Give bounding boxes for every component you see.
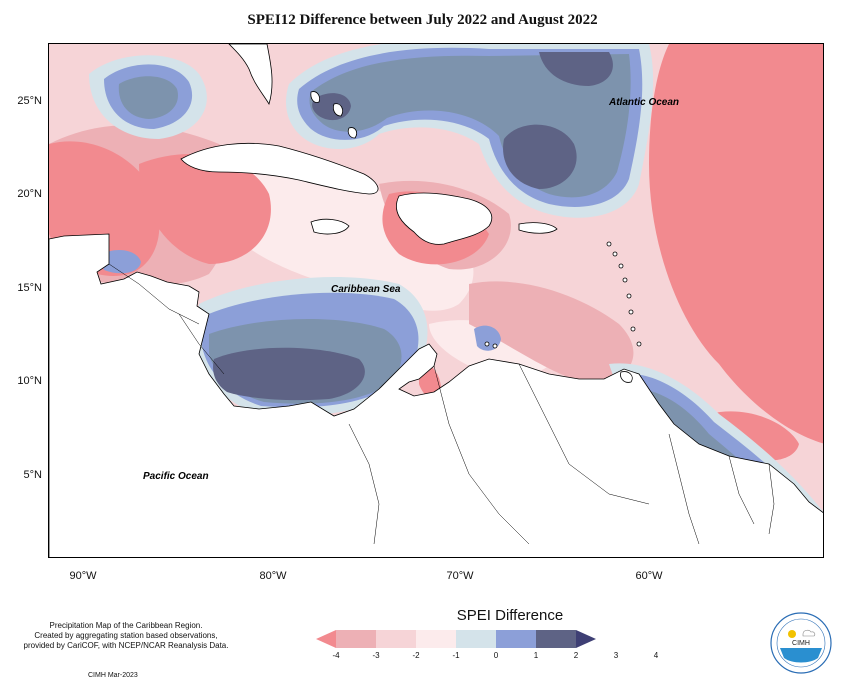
contour-dark [503,124,577,189]
legend-bin [376,630,416,648]
legend-bin-arrow-high [576,630,596,648]
lon-tick-90w: 90°W [69,570,97,582]
florida [228,44,273,105]
cloud-icon [802,629,816,637]
legend-tick-label: -4 [332,651,340,660]
puerto-rico [518,222,558,234]
contour-blue [99,250,141,274]
antilles-island [612,251,618,257]
legend-tick-label: 2 [573,651,579,660]
credit-text: CIMH Mar-2023 [88,672,138,679]
antilles-island [626,293,632,299]
logo-text: CIMH [792,640,810,647]
contour-strong-pink [139,154,271,264]
cimh-logo: CIMH [770,612,832,674]
lat-tick-5n: 5°N [23,469,42,481]
note-line-3: provided by CariCOF, with NCEP/NCAR Rean… [23,641,229,650]
abc-island [484,341,490,347]
landmasses [49,44,823,557]
bahamas-island [333,103,343,117]
water-icon [780,648,822,663]
contour-dark [539,52,613,86]
lon-tick-70w: 70°W [446,570,474,582]
jamaica [310,218,350,235]
note-line-2: Created by aggregating station based obs… [34,631,218,640]
legend-tick-label: 3 [613,651,619,660]
legend-tick-label: 0 [493,651,499,660]
abc-island [492,343,498,349]
pacific-ocean-label: Pacific Ocean [143,471,209,482]
contour-dark [213,347,365,401]
bahamas-island [310,91,320,103]
legend-bins [316,630,596,648]
legend-tick-label: -3 [372,651,380,660]
color-legend [316,630,596,648]
lat-tick-25n: 25°N [17,95,42,107]
central-and-south-america [49,233,823,557]
legend-bin [336,630,376,648]
cuba [180,142,379,195]
caribbean-sea-label: Caribbean Sea [331,284,401,295]
legend-tick-label: 4 [653,651,659,660]
trinidad [620,371,633,383]
legend-bin-arrow-low [316,630,336,648]
bahamas-island [347,127,357,139]
legend-tick-label: 1 [533,651,539,660]
antilles-island [622,277,628,283]
legend-bin [416,630,456,648]
contour-slate [118,76,178,119]
lat-tick-20n: 20°N [17,188,42,200]
map-panel: Atlantic Ocean Caribbean Sea Pacific Oce… [48,43,824,558]
contour-medium-pink [469,281,634,384]
legend-bin [536,630,576,648]
antilles-island [618,263,624,269]
map-description-note: Precipitation Map of the Caribbean Regio… [6,621,246,651]
legend-bin [496,630,536,648]
legend-bin [456,630,496,648]
contour-strong-pink-atlantic [649,44,823,444]
country-borders [108,263,775,545]
legend-tick-label: -1 [452,651,460,660]
map-title: SPEI12 Difference between July 2022 and … [247,12,598,28]
lon-tick-60w: 60°W [635,570,663,582]
note-line-1: Precipitation Map of the Caribbean Regio… [49,621,203,630]
atlantic-ocean-label: Atlantic Ocean [609,97,680,108]
sun-icon [788,630,796,638]
antilles-island [636,341,642,347]
antilles-island [628,309,634,315]
lon-tick-80w: 80°W [259,570,287,582]
hispaniola [396,192,493,245]
lat-tick-15n: 15°N [17,282,42,294]
legend-tick-label: -2 [412,651,420,660]
antilles-island [630,326,636,332]
legend-title: SPEI Difference [456,607,564,624]
antilles-island [606,241,612,247]
spei-map [49,44,823,557]
lat-tick-10n: 10°N [17,375,42,387]
